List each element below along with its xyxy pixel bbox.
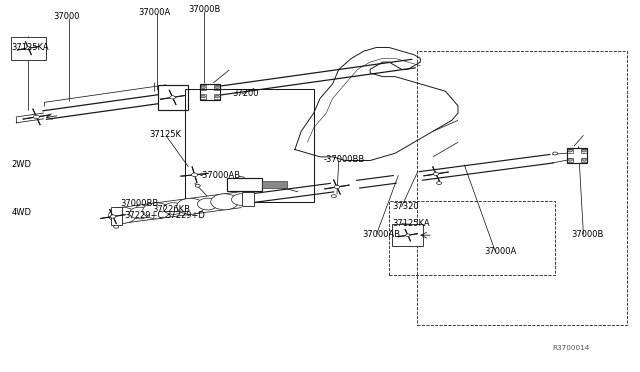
Bar [389,201,556,275]
Bar [200,94,206,99]
Bar [567,148,573,153]
Bar [227,178,262,192]
Bar [417,51,627,324]
Text: 37125KA: 37125KA [12,43,49,52]
Bar [12,36,46,60]
Text: R3700014: R3700014 [552,345,589,351]
Text: -37000BB: -37000BB [323,155,364,164]
Circle shape [195,184,200,187]
Circle shape [110,215,116,218]
Text: 37226KB: 37226KB [152,205,191,214]
Text: 37000BB: 37000BB [120,199,159,208]
Bar [214,85,220,90]
Circle shape [109,207,136,223]
Text: 37320: 37320 [392,202,419,211]
Bar [200,84,220,100]
Circle shape [201,95,205,98]
Circle shape [582,150,586,152]
Circle shape [433,172,439,176]
Text: 37000: 37000 [54,12,80,21]
Text: 37200: 37200 [232,89,259,97]
Circle shape [406,234,410,237]
Circle shape [114,225,118,228]
Circle shape [177,198,204,214]
Circle shape [170,96,175,99]
Circle shape [568,150,572,152]
Bar [200,85,206,90]
Text: 37000AB: 37000AB [363,230,401,238]
Circle shape [143,203,170,219]
Circle shape [201,86,205,89]
Circle shape [191,173,198,177]
Circle shape [211,194,238,210]
Text: 37000A: 37000A [138,8,170,17]
Text: 37000A: 37000A [484,247,516,256]
Circle shape [26,47,31,49]
Circle shape [198,198,218,210]
Text: 37125K: 37125K [149,131,181,140]
Bar [262,181,287,188]
Bar [111,207,122,225]
Circle shape [436,182,442,185]
Circle shape [553,152,557,155]
Circle shape [568,158,572,161]
Circle shape [232,194,252,205]
Bar [392,224,424,246]
Bar [581,148,587,153]
Bar [214,94,220,99]
Circle shape [332,195,336,198]
Text: 37125KA: 37125KA [392,219,429,228]
Text: 37000B: 37000B [188,5,221,14]
Bar [185,89,314,202]
Text: 4WD: 4WD [12,208,31,217]
Circle shape [215,95,220,98]
Circle shape [163,203,184,214]
Bar [242,192,253,206]
Bar [567,148,587,163]
Circle shape [582,158,586,161]
Circle shape [129,207,150,219]
Circle shape [215,86,220,89]
Bar [581,158,587,162]
Text: 37229+D: 37229+D [165,211,205,220]
Text: 2WD: 2WD [12,160,31,169]
Circle shape [33,115,40,119]
Circle shape [334,185,340,189]
Text: 37229+C: 37229+C [124,211,164,220]
Text: 37000B: 37000B [571,230,604,238]
Text: -37000AB: -37000AB [200,171,241,180]
Bar [157,85,188,110]
Bar [567,158,573,162]
